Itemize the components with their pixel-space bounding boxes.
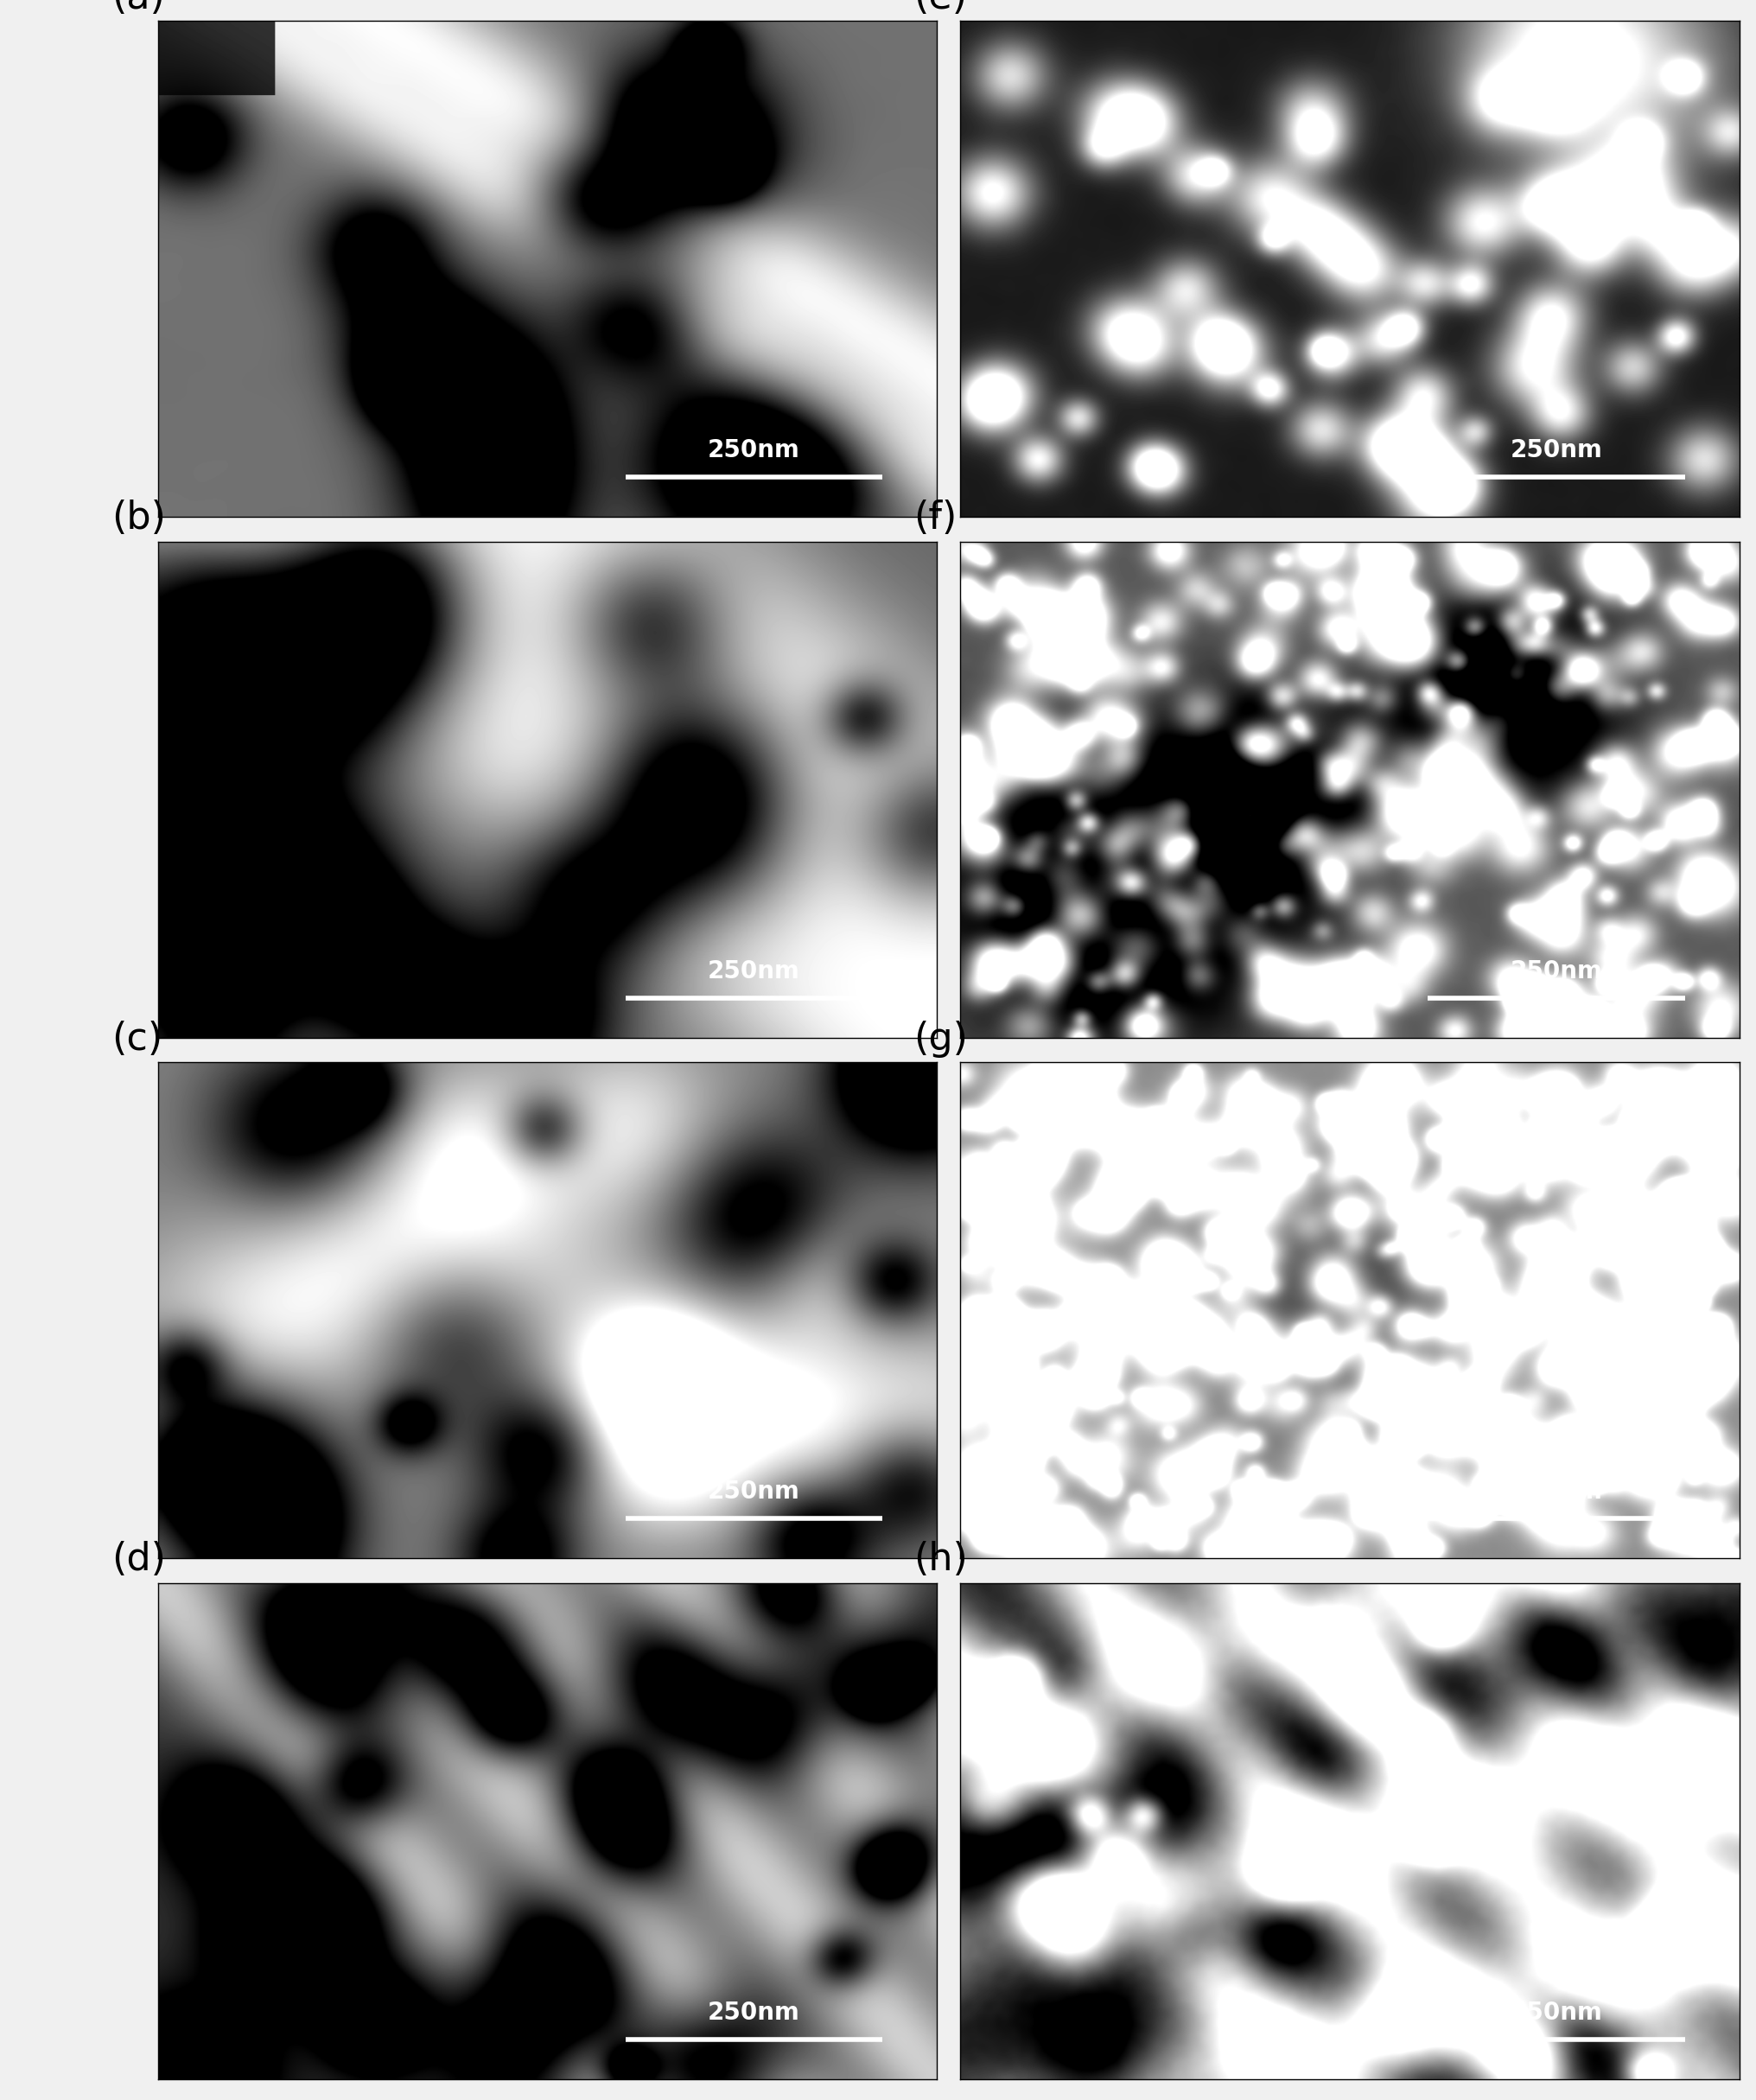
- Text: (b): (b): [111, 500, 165, 538]
- Text: 250nm: 250nm: [1510, 960, 1601, 983]
- Text: 250nm: 250nm: [1510, 439, 1601, 462]
- Text: 250nm: 250nm: [1510, 1480, 1601, 1504]
- Text: 250nm: 250nm: [708, 2001, 799, 2024]
- Text: 250nm: 250nm: [708, 960, 799, 983]
- Text: (h): (h): [913, 1541, 968, 1577]
- Text: (c): (c): [111, 1021, 162, 1058]
- Text: (a): (a): [111, 0, 165, 17]
- Text: (e): (e): [913, 0, 968, 17]
- Text: (d): (d): [111, 1541, 165, 1577]
- Text: 250nm: 250nm: [1510, 2001, 1601, 2024]
- Text: 250nm: 250nm: [708, 1480, 799, 1504]
- Text: (g): (g): [913, 1021, 968, 1058]
- Text: 250nm: 250nm: [708, 439, 799, 462]
- Text: (f): (f): [913, 500, 957, 538]
